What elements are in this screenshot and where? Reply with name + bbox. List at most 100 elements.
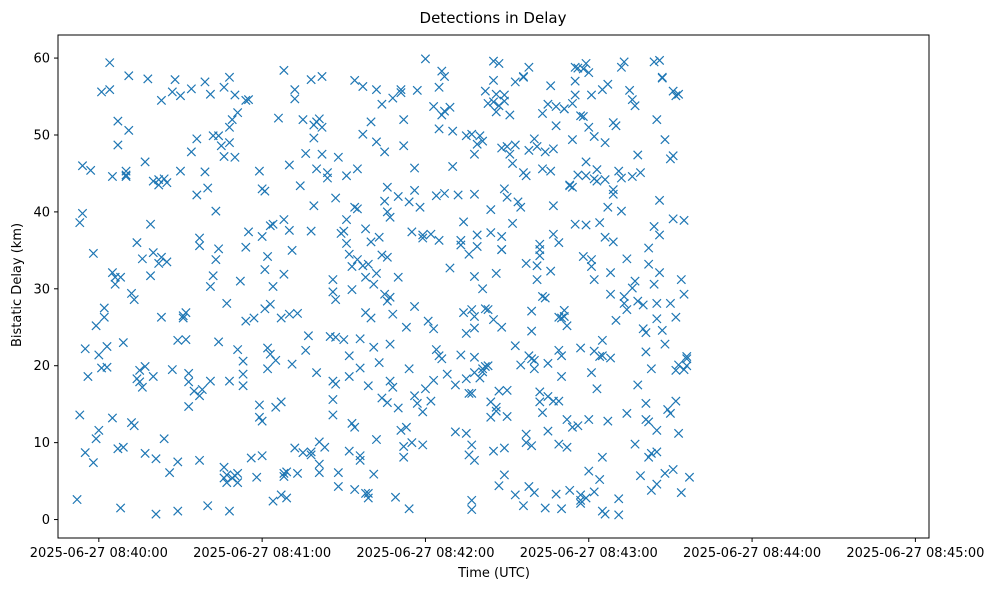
data-point xyxy=(80,344,90,354)
data-point xyxy=(480,86,490,96)
data-point xyxy=(622,254,632,264)
data-point xyxy=(159,174,169,184)
data-point xyxy=(622,408,632,419)
data-point xyxy=(505,110,515,120)
data-point xyxy=(306,226,316,236)
data-point xyxy=(262,251,273,262)
data-point xyxy=(453,190,463,200)
data-point xyxy=(328,287,338,297)
data-point xyxy=(257,451,267,461)
data-point xyxy=(480,361,490,372)
data-point xyxy=(260,264,270,275)
data-point xyxy=(554,439,564,449)
data-point xyxy=(532,141,542,152)
data-point xyxy=(265,221,275,231)
data-point xyxy=(233,344,243,355)
data-point xyxy=(437,354,447,364)
data-point xyxy=(77,161,88,171)
data-point xyxy=(535,387,545,397)
data-point xyxy=(540,147,550,157)
data-point xyxy=(595,474,605,485)
data-point xyxy=(113,444,123,454)
data-point xyxy=(537,164,548,174)
data-point xyxy=(295,181,305,191)
data-point xyxy=(273,113,284,123)
data-point xyxy=(616,173,627,183)
data-point xyxy=(483,98,493,109)
data-point xyxy=(162,178,172,188)
data-point xyxy=(608,189,618,199)
data-point xyxy=(584,122,594,132)
data-point xyxy=(633,296,643,306)
data-point xyxy=(331,379,341,389)
data-point xyxy=(469,189,480,199)
data-point xyxy=(434,124,444,134)
data-point xyxy=(570,90,580,100)
data-point xyxy=(358,81,368,92)
data-point xyxy=(306,450,316,460)
data-point xyxy=(301,345,311,355)
data-point xyxy=(497,322,507,332)
data-point xyxy=(290,84,300,95)
data-point xyxy=(399,114,409,125)
data-point xyxy=(679,215,689,225)
data-point xyxy=(676,487,686,498)
data-point xyxy=(292,468,303,479)
data-point xyxy=(333,468,343,478)
data-point xyxy=(279,471,289,482)
data-point xyxy=(464,388,474,399)
data-point xyxy=(352,164,363,174)
data-point xyxy=(540,503,550,513)
data-point xyxy=(94,425,104,435)
data-point xyxy=(192,190,202,200)
data-point xyxy=(238,381,248,391)
data-point xyxy=(292,308,303,319)
data-point xyxy=(603,79,613,89)
data-point xyxy=(314,459,324,469)
data-point xyxy=(268,496,278,506)
data-point xyxy=(224,138,235,148)
data-point xyxy=(491,268,501,279)
data-point xyxy=(230,90,240,100)
data-point xyxy=(347,284,357,295)
data-point xyxy=(502,385,512,395)
data-point xyxy=(488,75,499,86)
data-point xyxy=(282,493,292,503)
y-tick-label: 20 xyxy=(33,359,50,374)
data-point xyxy=(347,261,357,272)
data-point xyxy=(448,161,458,172)
data-point xyxy=(211,206,221,216)
data-point xyxy=(652,479,662,489)
x-tick-label: 2025-06-27 08:40:00 xyxy=(30,546,168,561)
x-tick-label: 2025-06-27 08:45:00 xyxy=(846,546,984,561)
data-point xyxy=(529,134,539,144)
data-point xyxy=(249,313,259,323)
data-point xyxy=(107,268,118,278)
data-point xyxy=(148,248,158,258)
y-axis-label: Bistatic Delay (km) xyxy=(10,223,25,347)
data-point xyxy=(401,422,412,432)
data-point xyxy=(570,219,580,229)
data-point xyxy=(499,96,510,106)
data-point xyxy=(428,324,439,334)
data-point xyxy=(581,493,591,503)
data-point xyxy=(611,315,621,325)
data-point xyxy=(94,350,104,360)
data-point xyxy=(586,90,597,100)
data-point xyxy=(137,254,148,264)
data-point xyxy=(355,334,365,344)
data-point xyxy=(649,57,659,67)
data-point xyxy=(186,147,196,157)
data-point xyxy=(535,397,545,407)
data-point xyxy=(600,138,610,148)
data-point xyxy=(105,58,115,68)
data-point xyxy=(331,332,341,342)
data-point xyxy=(197,384,207,395)
data-point xyxy=(437,66,447,76)
data-point xyxy=(173,335,183,345)
data-point xyxy=(393,191,403,202)
data-point xyxy=(279,468,289,479)
data-point xyxy=(660,468,670,479)
data-point xyxy=(592,164,602,175)
data-point xyxy=(331,193,341,203)
